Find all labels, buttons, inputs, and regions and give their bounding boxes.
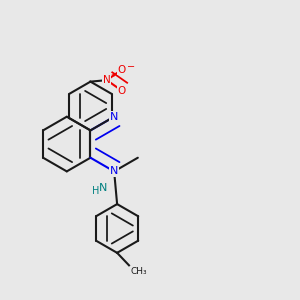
Text: O: O — [118, 85, 126, 96]
Text: O: O — [118, 65, 126, 75]
Text: N: N — [110, 112, 118, 122]
Text: N: N — [99, 183, 107, 193]
Text: N: N — [110, 167, 118, 176]
Text: H: H — [92, 186, 99, 196]
Text: −: − — [127, 62, 135, 72]
Text: N: N — [103, 75, 111, 85]
Text: +: + — [110, 72, 116, 78]
Text: CH₃: CH₃ — [130, 267, 147, 276]
